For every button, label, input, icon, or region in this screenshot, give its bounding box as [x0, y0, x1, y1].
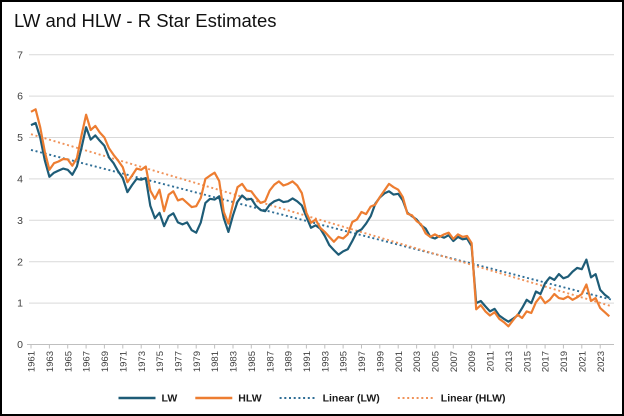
- trend-lines: [30, 133, 613, 308]
- x-tick-label: 2021: [577, 351, 588, 372]
- x-tick-label: 1967: [82, 351, 93, 372]
- x-tick-label: 2013: [504, 351, 515, 372]
- x-tick-label: 2001: [394, 351, 405, 372]
- x-tick-label: 1997: [357, 351, 368, 372]
- x-tick-label: 2017: [541, 351, 552, 372]
- x-tick-label: 1979: [192, 351, 203, 372]
- axes: 0 1 2 3 4 5 6 7 1961 1963 1965 1967 1969 1971 1973 1975…: [17, 49, 614, 372]
- legend-item-linear-lw: Linear (LW): [279, 393, 380, 405]
- legend-item-lw: LW: [118, 393, 178, 405]
- x-tick-label: 1983: [229, 351, 240, 372]
- y-axis-label: 7: [17, 49, 23, 61]
- x-tick-label: 1977: [174, 351, 185, 372]
- legend-label: LW: [162, 393, 178, 405]
- chart-title: LW and HLW - R Star Estimates: [14, 10, 277, 31]
- x-tick-label: 1993: [320, 351, 331, 372]
- y-axis-label: 4: [17, 174, 23, 186]
- x-tick-label: 2007: [449, 351, 460, 372]
- x-tick-label: 1989: [284, 351, 295, 372]
- x-tick-label: 1985: [247, 351, 258, 372]
- lw-line: [30, 121, 610, 323]
- x-tick-label: 1965: [63, 351, 74, 372]
- x-tick-label: 1981: [210, 351, 221, 372]
- y-axis-label: 5: [17, 132, 23, 144]
- x-tick-label: 1991: [302, 351, 313, 372]
- x-tick-label: 1971: [118, 351, 129, 372]
- x-tick-label: 2005: [431, 351, 442, 372]
- y-axis-label: 0: [17, 339, 23, 351]
- y-axis-label: 3: [17, 215, 23, 227]
- x-tick-label: 2023: [596, 351, 607, 372]
- linear-lw-line: [30, 148, 613, 301]
- legend-label: Linear (LW): [323, 393, 380, 405]
- legend-item-linear-hlw: Linear (HLW): [397, 393, 506, 405]
- x-tick-label: 1975: [155, 351, 166, 372]
- y-axis-label: 6: [17, 91, 23, 103]
- y-axis-label: 2: [17, 256, 23, 268]
- x-tick-label: 1969: [100, 351, 111, 372]
- x-tick-label: 1987: [265, 351, 276, 372]
- data-series: [30, 108, 611, 328]
- x-tick-label: 2009: [467, 351, 478, 372]
- x-tick-label: 1995: [339, 351, 350, 372]
- x-tick-label: 2019: [559, 351, 570, 372]
- legend: LW HLW Linear (LW) Linear (HLW): [118, 393, 506, 405]
- x-tick-label: 1973: [137, 351, 148, 372]
- legend-label: HLW: [238, 393, 261, 405]
- x-tick-label: 2015: [522, 351, 533, 372]
- x-tick-label: 2003: [412, 351, 423, 372]
- x-tick-label: 1963: [45, 351, 56, 372]
- legend-item-hlw: HLW: [195, 393, 262, 405]
- hlw-line: [30, 108, 611, 328]
- legend-label: Linear (HLW): [441, 393, 506, 405]
- y-axis-label: 1: [17, 298, 23, 310]
- x-tick-label: 1999: [375, 351, 386, 372]
- x-tick-label: 2011: [486, 351, 497, 371]
- x-tick-label: 1961: [27, 351, 38, 372]
